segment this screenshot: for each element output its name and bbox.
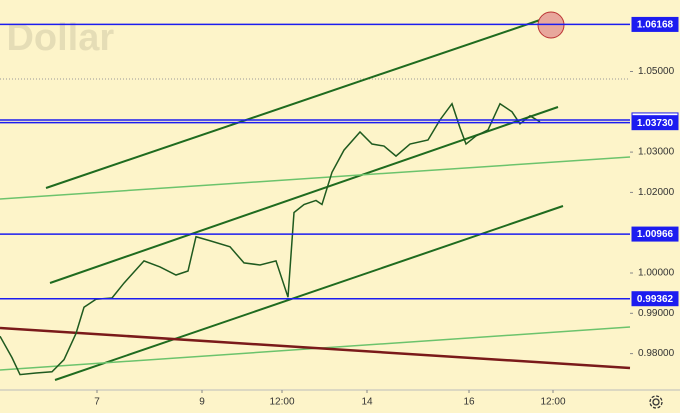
level-label-box: [631, 226, 679, 242]
x-tick-label: 14: [361, 397, 373, 408]
level-label-box: [631, 115, 679, 131]
channel-line: [45, 19, 541, 189]
y-tick-label: 1.03000: [638, 147, 675, 158]
x-tick-label: 7: [94, 397, 100, 408]
red-trendline: [0, 326, 631, 370]
x-tick-label: 12:00: [540, 397, 565, 408]
level-label: 1.00966: [637, 229, 674, 240]
level-label: 1.03730: [637, 118, 674, 129]
trendlines: [0, 19, 631, 381]
y-tick-label: 0.99000: [638, 308, 675, 319]
watermark: S. Dollar: [0, 17, 114, 59]
y-tick-label: 1.02000: [638, 187, 675, 198]
x-tick-label: 12:00: [269, 397, 294, 408]
y-tick-label: 0.98000: [638, 348, 675, 359]
level-label: 0.99362: [637, 294, 674, 305]
level-label-box: [631, 291, 679, 307]
channel-line: [49, 106, 559, 284]
price-line: [0, 102, 541, 376]
level-label: 1.06168: [637, 20, 674, 31]
y-tick-label: 1.00000: [638, 268, 675, 279]
light-trendline: [0, 156, 631, 200]
x-tick-label: 16: [463, 397, 475, 408]
settings-icon[interactable]: [649, 395, 663, 409]
level-label-box: [631, 16, 679, 32]
y-tick-label: 1.05000: [638, 66, 675, 77]
x-tick-label: 9: [199, 397, 205, 408]
channel-line: [54, 205, 564, 381]
